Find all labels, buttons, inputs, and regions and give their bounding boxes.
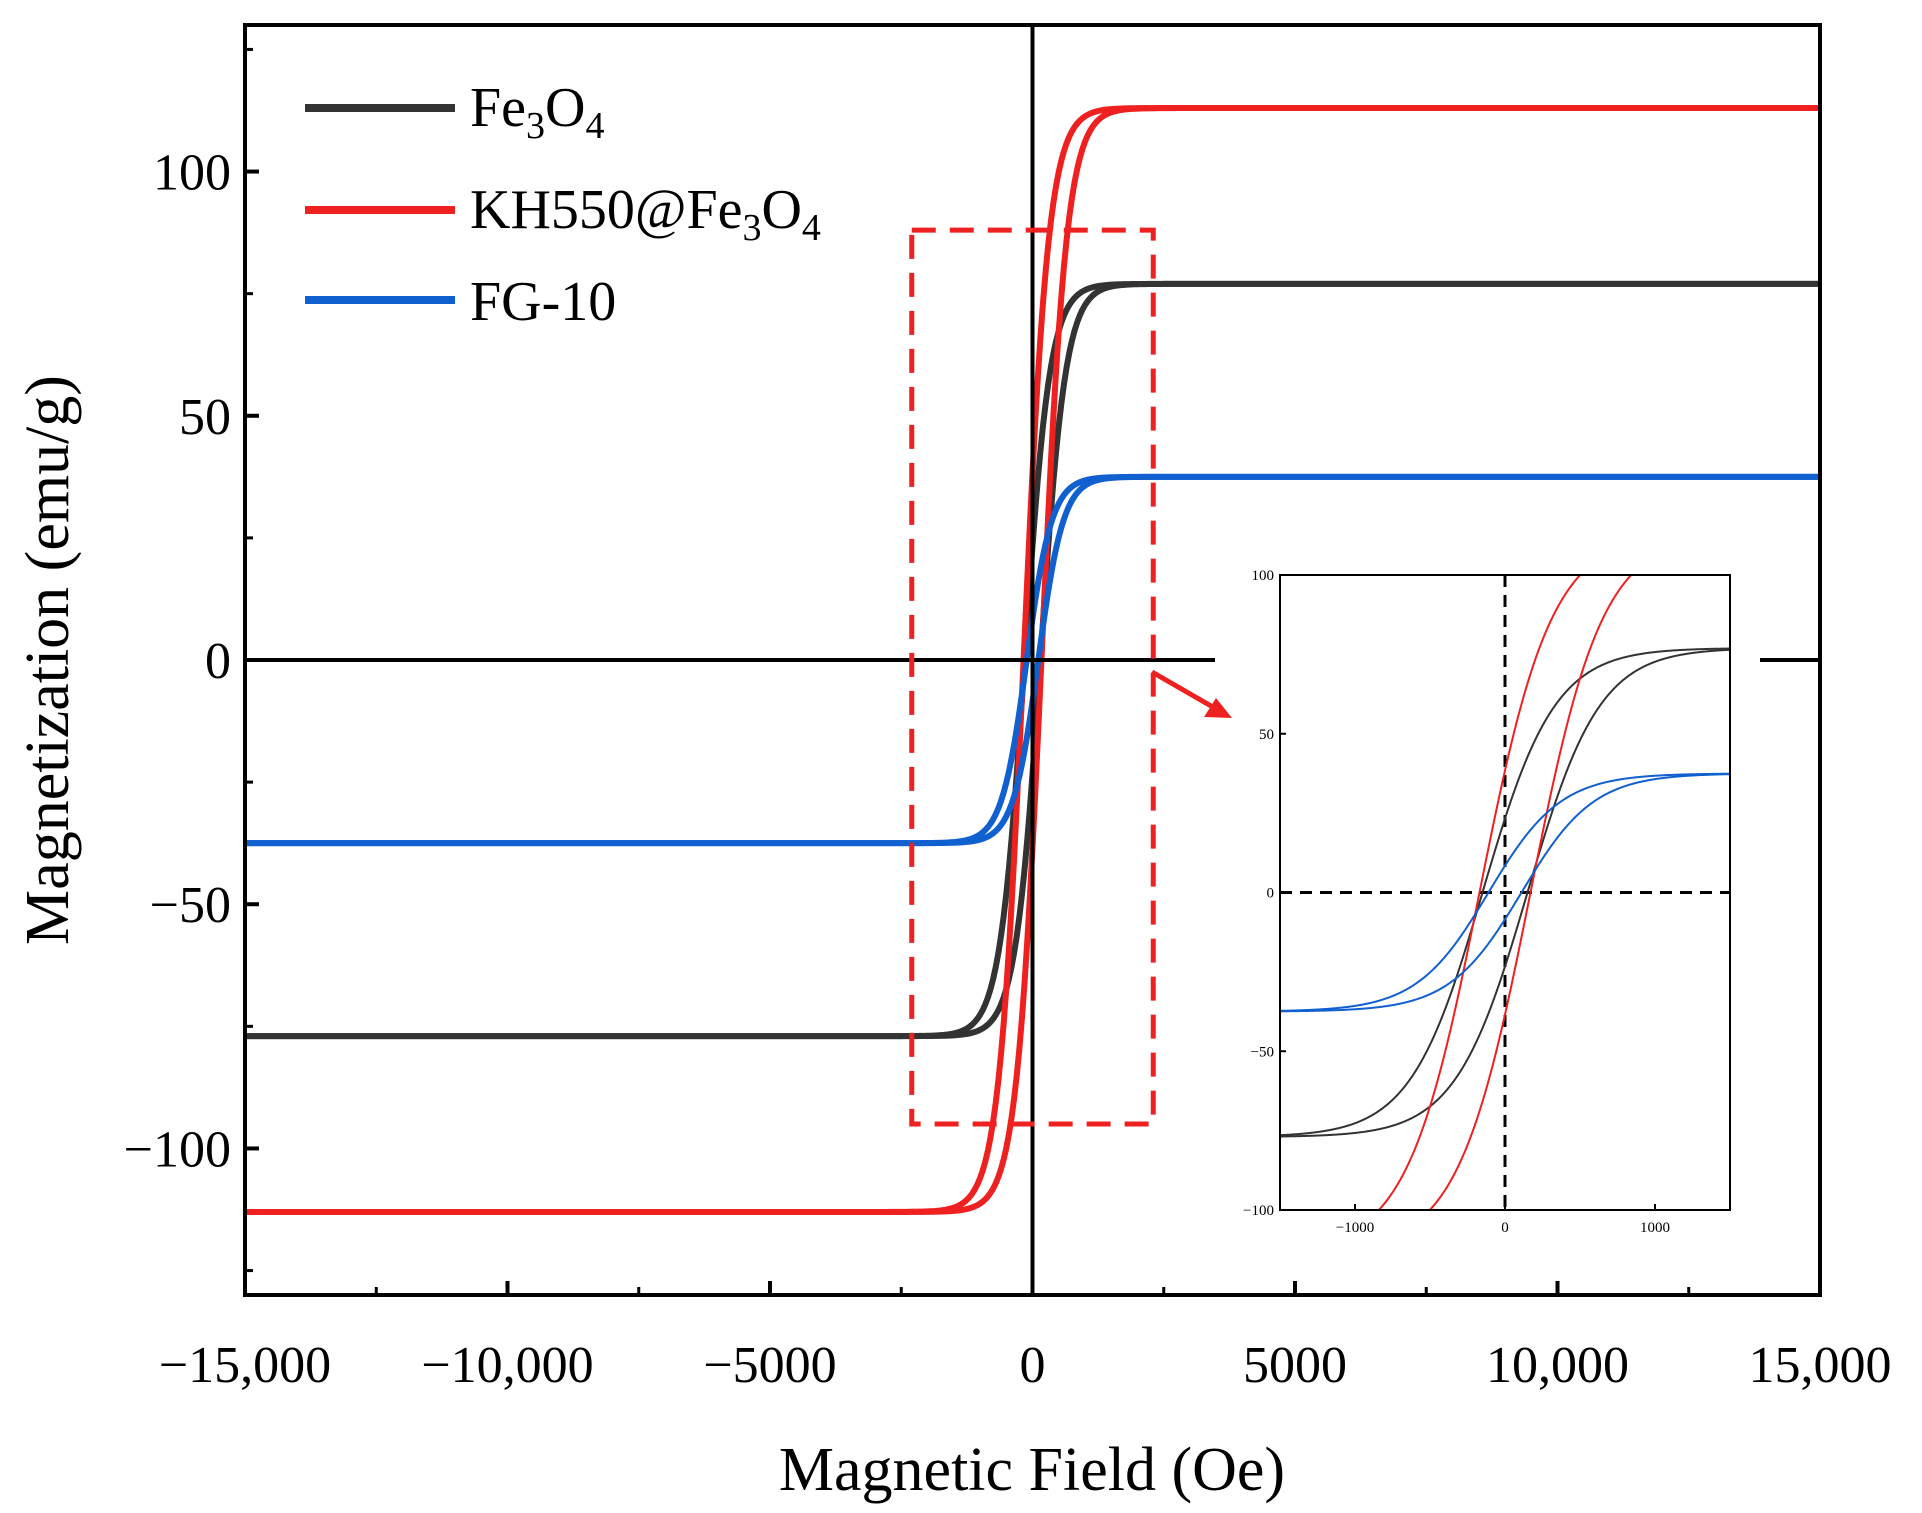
zoom-box bbox=[909, 227, 1156, 1127]
inset-plot: −1000 0 1000 −100 −50 0 50 100 bbox=[1243, 568, 1731, 1236]
legend-entry-fe3o4: Fe3O4 bbox=[305, 77, 604, 147]
inset-dashed-lines bbox=[1280, 575, 1730, 1210]
legend-label-kh550: KH550@Fe3O4 bbox=[470, 179, 821, 249]
x-tick-label: 10,000 bbox=[1486, 1337, 1629, 1394]
zoom-region-box bbox=[909, 227, 1156, 1127]
x-tick-label: −5000 bbox=[703, 1337, 836, 1394]
inset-series-fg-10-down-branch bbox=[1280, 772, 1730, 1012]
inset-series-kh550-fe3o4-up-branch bbox=[1428, 575, 1633, 1210]
x-tick-label: 0 bbox=[1020, 1337, 1046, 1394]
y-tick-label: 0 bbox=[205, 633, 231, 690]
inset-y-tick-label: 100 bbox=[1252, 568, 1275, 584]
x-tick-label: 5000 bbox=[1243, 1337, 1347, 1394]
inset-y-tick-label: −50 bbox=[1251, 1044, 1274, 1060]
y-tick-label: −100 bbox=[124, 1121, 231, 1178]
zoom-arrow bbox=[1150, 669, 1232, 718]
inset-series-kh550-fe3o4-down-branch bbox=[1377, 575, 1582, 1210]
inset-y-tick-label: 50 bbox=[1259, 727, 1274, 743]
inset-y-tick-label: −100 bbox=[1243, 1203, 1274, 1219]
legend-entry-fg10: FG-10 bbox=[305, 271, 616, 333]
y-tick-label: −50 bbox=[150, 877, 231, 934]
legend-label-fg10: FG-10 bbox=[470, 271, 616, 333]
inset-x-tick-label: 0 bbox=[1501, 1220, 1509, 1236]
main-zero-lines bbox=[245, 25, 1820, 1295]
inset-curves bbox=[1280, 575, 1730, 1210]
inset-series-fe3o4-down-branch bbox=[1280, 647, 1730, 1137]
inset-series-fg-10-up-branch bbox=[1280, 773, 1730, 1013]
x-tick-label: 15,000 bbox=[1749, 1337, 1892, 1394]
inset-series-fe3o4-up-branch bbox=[1280, 648, 1730, 1138]
inset-ticks: −1000 0 1000 −100 −50 0 50 100 bbox=[1243, 568, 1670, 1236]
main-ticks: −15,000 −10,000 −5000 0 5000 10,000 15,000−100… bbox=[124, 47, 1892, 1394]
y-axis-title: Magnetization (emu/g) bbox=[14, 375, 82, 945]
legend-label-fe3o4: Fe3O4 bbox=[470, 77, 604, 147]
x-tick-label: −15,000 bbox=[159, 1337, 331, 1394]
x-axis-title: Magnetic Field (Oe) bbox=[779, 1436, 1285, 1504]
y-tick-label: 100 bbox=[153, 145, 231, 202]
x-tick-label: −10,000 bbox=[421, 1337, 593, 1394]
inset-x-tick-label: −1000 bbox=[1336, 1220, 1374, 1236]
legend: Fe3O4 KH550@Fe3O4 FG-10 bbox=[305, 77, 821, 333]
y-tick-label: 50 bbox=[179, 389, 231, 446]
inset-x-tick-label: 1000 bbox=[1640, 1220, 1670, 1236]
inset-y-tick-label: 0 bbox=[1267, 886, 1275, 902]
legend-entry-kh550: KH550@Fe3O4 bbox=[305, 179, 821, 249]
